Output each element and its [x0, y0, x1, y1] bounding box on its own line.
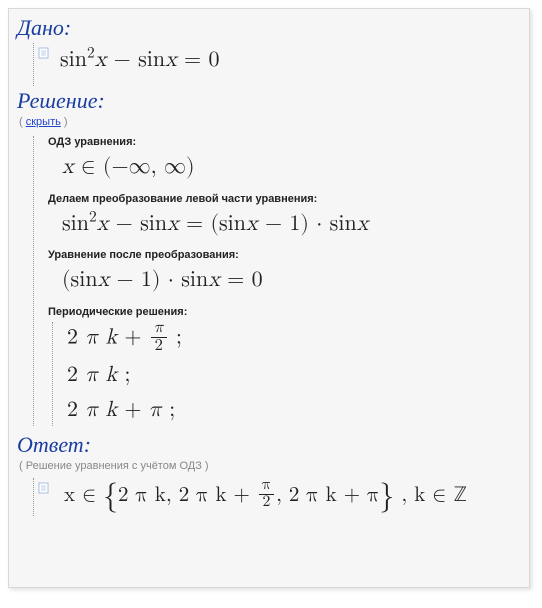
answer-note: ( Решение уравнения с учётом ОДЗ ): [19, 460, 519, 472]
after-label: Уравнение после преобразования:: [48, 249, 519, 261]
given-title: Дано:: [17, 15, 519, 41]
given-equation: sin2x − sinx = 0: [60, 45, 219, 76]
hide-suffix: ): [61, 116, 68, 128]
page-container: Дано: sin2x − sinx = 0 Решение: ( скрыть…: [8, 8, 530, 588]
solution-title: Решение:: [17, 88, 519, 114]
periodic-item: 2 π k + π ;: [67, 395, 519, 426]
transform-label: Делаем преобразование левой части уравне…: [48, 193, 519, 205]
doc-icon: [38, 47, 50, 59]
answer-row: x ∈ {2 π k, 2 π k + π2, 2 π k + π} , k ∈…: [34, 478, 519, 517]
periodic-label: Периодические решения:: [48, 306, 519, 318]
domain-formula: x ∈ (−∞, ∞): [62, 152, 519, 183]
answer-title: Ответ:: [17, 432, 519, 458]
after-formula: (sinx − 1) · sinx = 0: [62, 265, 519, 296]
periodic-tree: 2 π k + π2 ; 2 π k ; 2 π k + π ;: [52, 322, 519, 426]
answer-formula: x ∈ {2 π k, 2 π k + π2, 2 π k + π} , k ∈…: [64, 480, 467, 513]
given-tree: sin2x − sinx = 0: [33, 43, 519, 86]
given-row: sin2x − sinx = 0: [34, 43, 519, 86]
hide-link[interactable]: скрыть: [26, 116, 61, 128]
transform-formula: sin2x − sinx = (sinx − 1) · sinx: [62, 209, 519, 240]
doc-icon: [38, 482, 50, 494]
hide-prefix: (: [19, 116, 26, 128]
periodic-item: 2 π k + π2 ;: [67, 322, 519, 356]
domain-label: ОДЗ уравнения:: [48, 136, 519, 148]
solution-tree: ОДЗ уравнения: x ∈ (−∞, ∞) Делаем преобр…: [33, 136, 519, 426]
hide-note: ( скрыть ): [19, 116, 519, 128]
answer-tree: x ∈ {2 π k, 2 π k + π2, 2 π k + π} , k ∈…: [33, 478, 519, 517]
periodic-item: 2 π k ;: [67, 360, 519, 391]
